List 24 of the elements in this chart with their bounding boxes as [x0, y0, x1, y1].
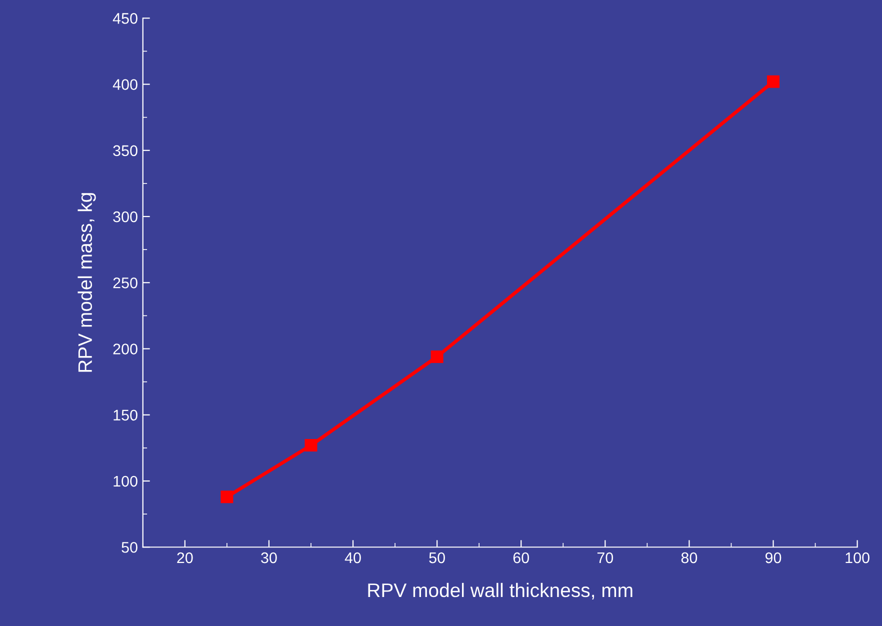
- y-axis-title: RPV model mass, kg: [78, 193, 96, 372]
- y-tick-label: 150: [114, 410, 138, 421]
- point: [220, 490, 234, 504]
- x-tick-label: 100: [846, 552, 870, 564]
- y-tick-label: 250: [113, 278, 138, 288]
- point: [304, 439, 318, 452]
- y-tick-label: 350: [113, 145, 138, 156]
- point: [430, 350, 444, 363]
- x-tick-label: 30: [261, 552, 277, 564]
- y-tick-label: 400: [112, 79, 138, 90]
- x-tick-label: 20: [177, 552, 193, 564]
- x-tick-label: 60: [513, 552, 530, 564]
- x-tick-label: 40: [344, 552, 361, 564]
- y-tick-label: 100: [114, 476, 138, 487]
- y-tick-label: 50: [122, 542, 138, 553]
- y-tick-label: 200: [113, 344, 138, 354]
- y-tick-label: 450: [112, 13, 138, 24]
- x-tick-label: 80: [681, 552, 698, 564]
- x-axis-title: RPV model wall thickness, mm: [368, 582, 632, 600]
- y-tick-label: 300: [113, 211, 138, 222]
- x-tick-label: 90: [765, 552, 782, 564]
- x-tick-label: 50: [429, 552, 445, 564]
- x-tick-label: 70: [597, 552, 614, 564]
- point: [767, 75, 780, 88]
